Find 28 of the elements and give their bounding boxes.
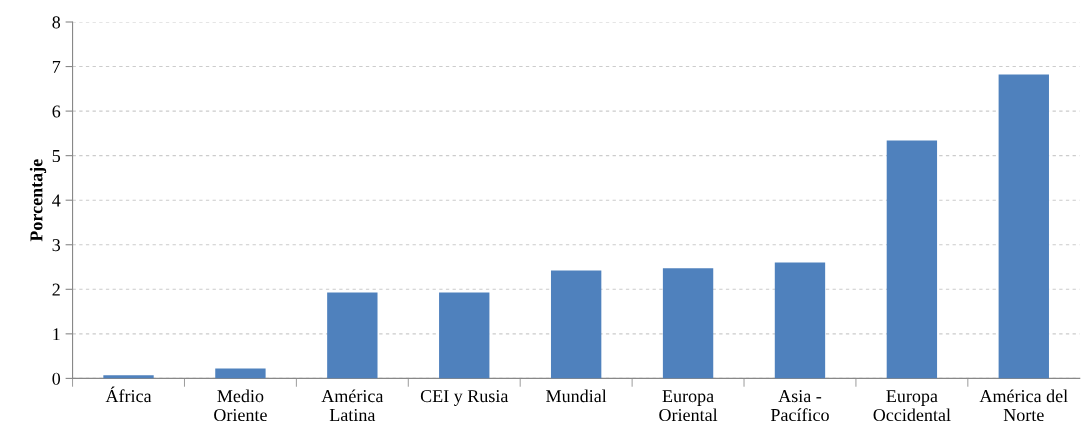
bar (886, 140, 938, 379)
y-tick-label: 0 (52, 372, 61, 385)
x-tick-label: Europa Oriental (659, 390, 718, 422)
x-tick-label: Europa Occidental (873, 390, 951, 422)
y-tick-label: 4 (52, 194, 61, 207)
x-tick-label: CEI y Rusia (420, 390, 509, 406)
x-tick-label: América del Norte (979, 389, 1068, 422)
y-tick-label: 5 (52, 150, 61, 163)
y-tick-label: 7 (52, 60, 61, 73)
y-axis-title: Porcentaje (29, 159, 47, 242)
y-tick-label: 3 (52, 239, 61, 252)
x-tick-label: Asia - Pacífico (770, 390, 829, 422)
bar (215, 368, 266, 379)
x-tick-label: América Latina (321, 389, 384, 422)
bar (103, 375, 154, 379)
bar (662, 268, 714, 379)
y-tick-label: 8 (52, 16, 61, 29)
y-tick-label: 1 (53, 328, 60, 341)
bar (439, 292, 490, 379)
bar (998, 74, 1049, 379)
bar (550, 270, 602, 379)
y-tick-label: 2 (52, 283, 60, 296)
bar (774, 262, 826, 379)
x-tick-label: Mundial (546, 389, 607, 403)
x-tick-label: África (105, 386, 152, 403)
bar (327, 292, 378, 379)
y-tick-label: 6 (52, 105, 61, 118)
x-tick-label: Medio Oriente (214, 389, 267, 422)
